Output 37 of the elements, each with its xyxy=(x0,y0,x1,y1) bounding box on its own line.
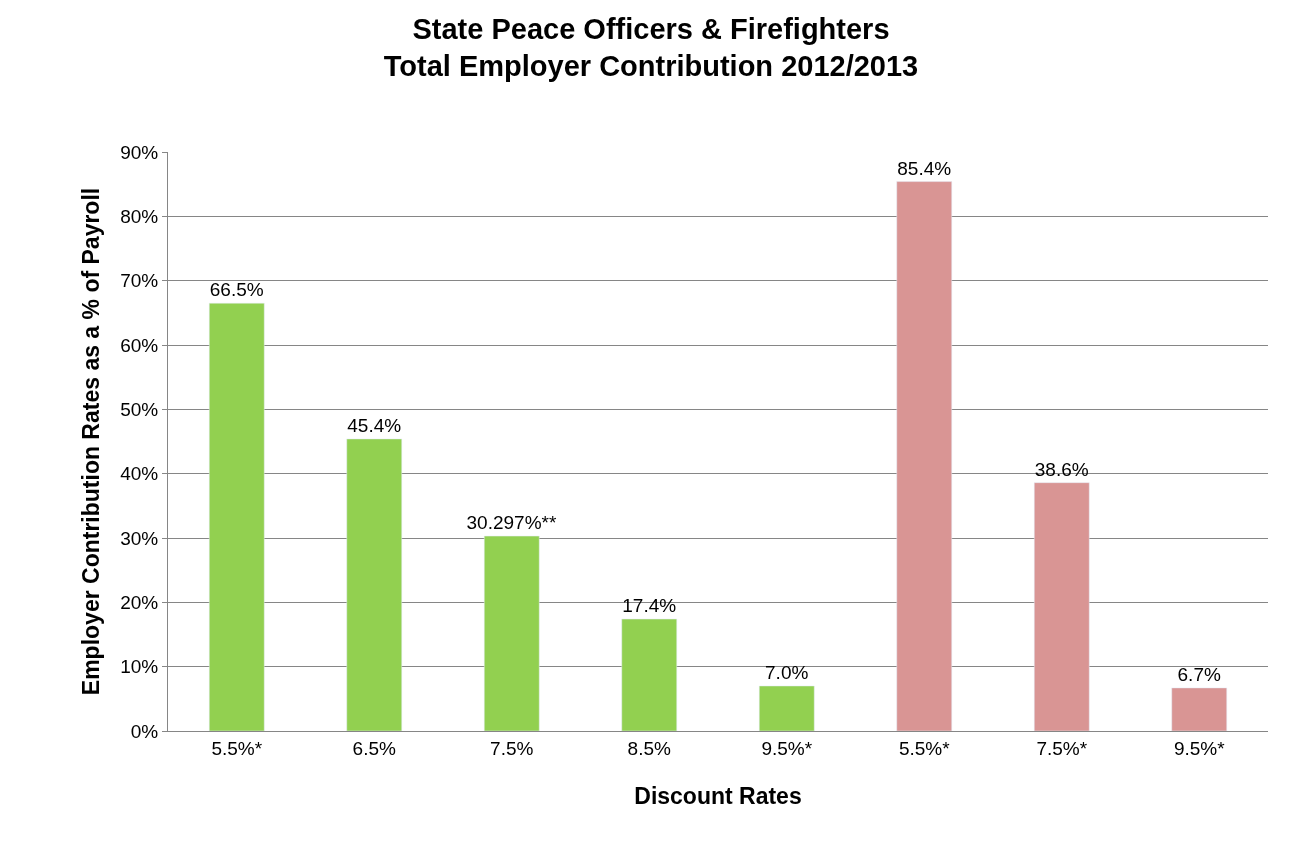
data-label: 85.4% xyxy=(897,157,952,179)
x-tick-label: 9.5%* xyxy=(761,737,813,759)
bar xyxy=(621,618,677,731)
y-tick-label: 90% xyxy=(120,141,159,163)
bar xyxy=(1034,482,1090,731)
x-tick-label: 6.5% xyxy=(352,737,397,759)
data-label: 30.297%** xyxy=(466,512,557,534)
y-tick-label: 30% xyxy=(120,527,159,549)
data-label: 45.4% xyxy=(347,414,402,436)
chart-title: State Peace Officers & Firefighters Total Employer Contribution 2012/2013 xyxy=(383,12,919,83)
bar xyxy=(346,438,402,731)
x-axis-title: Discount Rates xyxy=(634,783,802,810)
y-tick-label: 70% xyxy=(120,270,159,292)
bar xyxy=(759,685,815,731)
bar xyxy=(484,535,540,731)
data-label: 7.0% xyxy=(765,661,809,683)
data-label: 38.6% xyxy=(1034,458,1089,480)
y-tick-label: 50% xyxy=(120,398,159,420)
x-tick-label: 8.5% xyxy=(627,737,672,759)
x-tick-label: 9.5%* xyxy=(1173,737,1226,759)
x-tick-label: 5.5%* xyxy=(211,737,263,759)
y-tick-label: 40% xyxy=(120,463,159,485)
data-label: 17.4% xyxy=(622,595,677,617)
y-tick-label: 20% xyxy=(120,591,159,613)
x-tick-label: 7.5% xyxy=(490,737,534,759)
y-tick-label: 10% xyxy=(120,656,159,678)
bar xyxy=(209,302,265,731)
bar xyxy=(896,181,952,731)
x-tick-label: 7.5%* xyxy=(1036,737,1088,759)
bar xyxy=(1171,687,1227,731)
data-label: 6.7% xyxy=(1177,663,1221,685)
y-axis-title: Employer Contribution Rates as a % of Payroll xyxy=(77,187,104,696)
y-tick-label: 60% xyxy=(120,334,159,356)
y-tick-label: 0% xyxy=(130,720,159,742)
x-tick-label: 5.5%* xyxy=(898,737,951,759)
data-label: 66.5% xyxy=(209,279,264,301)
y-tick-label: 80% xyxy=(120,205,159,227)
